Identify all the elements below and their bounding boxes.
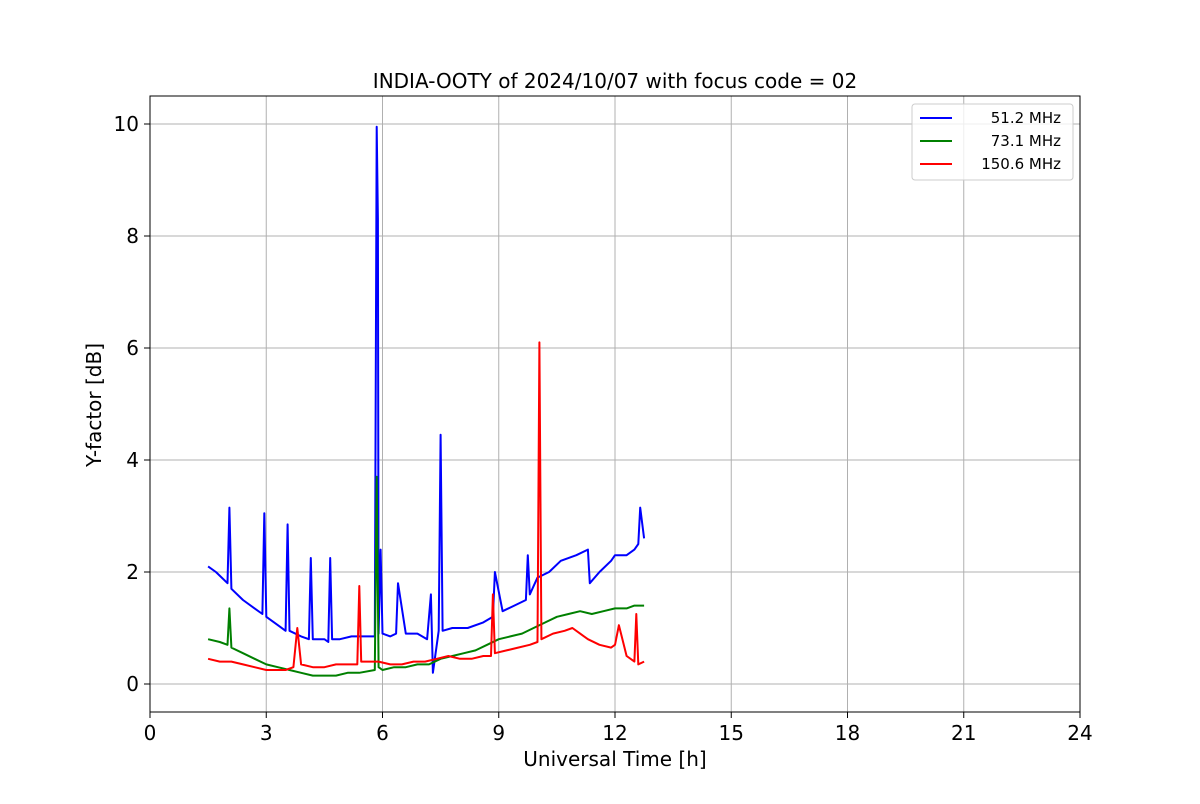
x-tick-label: 0 — [144, 721, 157, 745]
series-line-1 — [207, 125, 646, 674]
x-tick-label: 6 — [376, 721, 389, 745]
series-lines — [207, 125, 646, 677]
legend-box — [911, 103, 1074, 181]
x-tick-label: 3 — [260, 721, 273, 745]
y-tick-label: 2 — [126, 560, 139, 584]
y-tick-label: 0 — [126, 672, 139, 696]
legend: 51.2 MHz 73.1 MHz 150.6 MHz — [911, 103, 1074, 181]
y-axis-ticks: 0 2 4 6 8 10 — [114, 112, 150, 696]
y-tick-label: 4 — [126, 448, 139, 472]
series-line-3 — [207, 341, 645, 671]
chart-title: INDIA-OOTY of 2024/10/07 with focus code… — [373, 69, 857, 93]
x-axis-ticks: 0 3 6 9 12 15 18 21 24 — [144, 712, 1093, 745]
series-line-2 — [207, 475, 645, 677]
x-tick-label: 21 — [951, 721, 976, 745]
y-axis-label: Y-factor [dB] — [82, 343, 106, 468]
x-tick-label: 9 — [492, 721, 505, 745]
x-tick-label: 24 — [1067, 721, 1092, 745]
legend-label: 51.2 MHz — [991, 109, 1061, 127]
x-tick-label: 15 — [719, 721, 744, 745]
x-axis-label: Universal Time [h] — [523, 747, 706, 771]
y-tick-label: 6 — [126, 336, 139, 360]
legend-label: 73.1 MHz — [991, 132, 1061, 150]
legend-label: 150.6 MHz — [981, 155, 1061, 173]
y-tick-label: 10 — [114, 112, 139, 136]
x-tick-label: 18 — [835, 721, 860, 745]
y-tick-label: 8 — [126, 224, 139, 248]
x-tick-label: 12 — [602, 721, 627, 745]
